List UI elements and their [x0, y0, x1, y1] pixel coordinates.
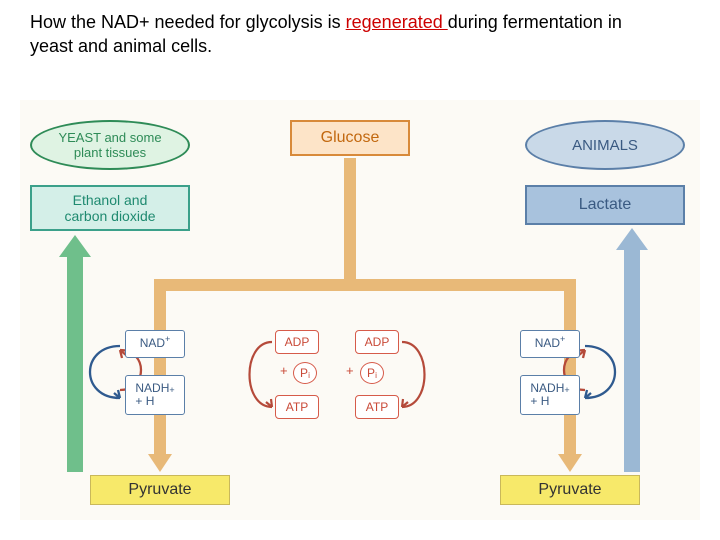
arrow-lactate-up: [616, 228, 648, 472]
nad-left: NAD+: [125, 330, 185, 358]
adp-left: ADP: [275, 330, 319, 354]
adp-right: ADP: [355, 330, 399, 354]
pyruvate-right: Pyruvate: [500, 475, 640, 505]
atp-right: ATP: [355, 395, 399, 419]
title-before: How the NAD+ needed for glycolysis is: [30, 12, 346, 32]
animals-ellipse: ANIMALS: [525, 120, 685, 170]
nad-right: NAD+: [520, 330, 580, 358]
lactate-box: Lactate: [525, 185, 685, 225]
plus-sign: +: [280, 363, 288, 378]
title-highlight: regenerated: [346, 12, 448, 32]
ethanol-box: Ethanol and carbon dioxide: [30, 185, 190, 231]
pyruvate-left: Pyruvate: [90, 475, 230, 505]
glucose-box: Glucose: [290, 120, 410, 156]
yeast-ellipse: YEAST and some plant tissues: [30, 120, 190, 170]
nadh-right: NADH+ H+: [520, 375, 580, 415]
arrow-ethanol-up: [59, 235, 91, 472]
pi-right: Pi: [360, 362, 384, 384]
diagram-canvas: YEAST and some plant tissues Ethanol and …: [20, 100, 700, 520]
page-title: How the NAD+ needed for glycolysis is re…: [30, 10, 650, 59]
nadh-left: NADH+ H+: [125, 375, 185, 415]
atp-left: ATP: [275, 395, 319, 419]
pi-left: Pi: [293, 362, 317, 384]
plus-sign: +: [346, 363, 354, 378]
